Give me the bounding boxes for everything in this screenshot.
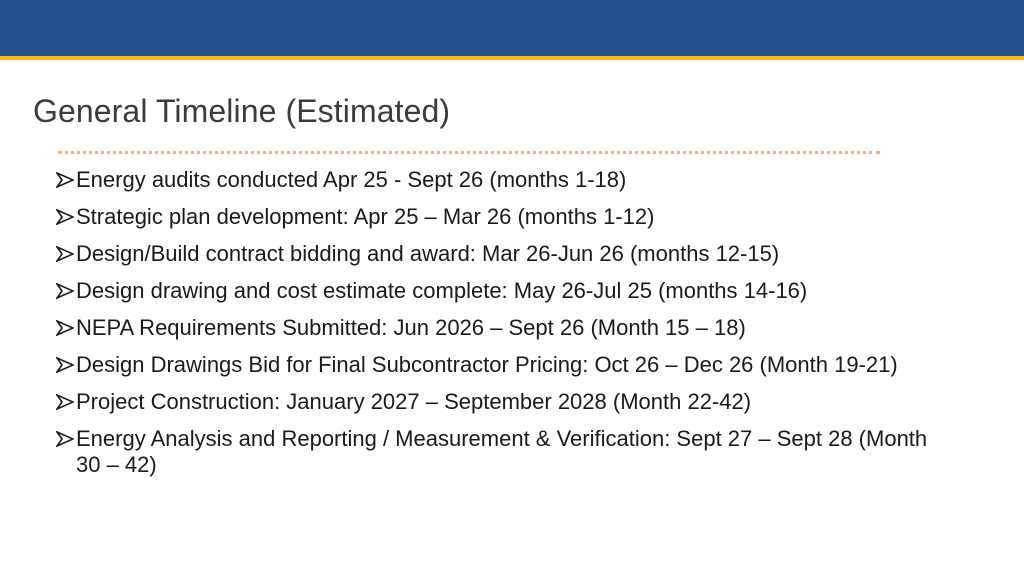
timeline-item: NEPA Requirements Submitted: Jun 2026 – … (56, 315, 956, 341)
timeline-item-text: Design Drawings Bid for Final Subcontrac… (76, 352, 898, 377)
arrowhead-bullet-icon (56, 431, 74, 447)
arrowhead-bullet-icon (56, 320, 74, 336)
timeline-list: Energy audits conducted Apr 25 - Sept 26… (56, 167, 956, 489)
timeline-item-text: Energy audits conducted Apr 25 - Sept 26… (76, 167, 627, 192)
timeline-item-text: NEPA Requirements Submitted: Jun 2026 – … (76, 315, 746, 340)
timeline-item-text: Design drawing and cost estimate complet… (76, 278, 808, 303)
arrowhead-bullet-icon (56, 394, 74, 410)
arrowhead-bullet-icon (56, 246, 74, 262)
timeline-item: Strategic plan development: Apr 25 – Mar… (56, 204, 956, 230)
timeline-item: Energy Analysis and Reporting / Measurem… (56, 426, 956, 478)
timeline-item: Design/Build contract bidding and award:… (56, 241, 956, 267)
timeline-item-text: Project Construction: January 2027 – Sep… (76, 389, 752, 414)
timeline-item: Design drawing and cost estimate complet… (56, 278, 956, 304)
timeline-item-text: Strategic plan development: Apr 25 – Mar… (76, 204, 655, 229)
header-accent-stripe (0, 56, 1024, 60)
timeline-item: Energy audits conducted Apr 25 - Sept 26… (56, 167, 956, 193)
arrowhead-bullet-icon (56, 283, 74, 299)
timeline-item: Project Construction: January 2027 – Sep… (56, 389, 956, 415)
slide-title: General Timeline (Estimated) (33, 93, 451, 129)
arrowhead-bullet-icon (56, 172, 74, 188)
timeline-item-text: Energy Analysis and Reporting / Measurem… (76, 426, 928, 477)
arrowhead-bullet-icon (56, 357, 74, 373)
header-banner (0, 0, 1024, 56)
timeline-item: Design Drawings Bid for Final Subcontrac… (56, 352, 956, 378)
arrowhead-bullet-icon (56, 209, 74, 225)
timeline-item-text: Design/Build contract bidding and award:… (76, 241, 780, 266)
title-divider (58, 151, 880, 154)
